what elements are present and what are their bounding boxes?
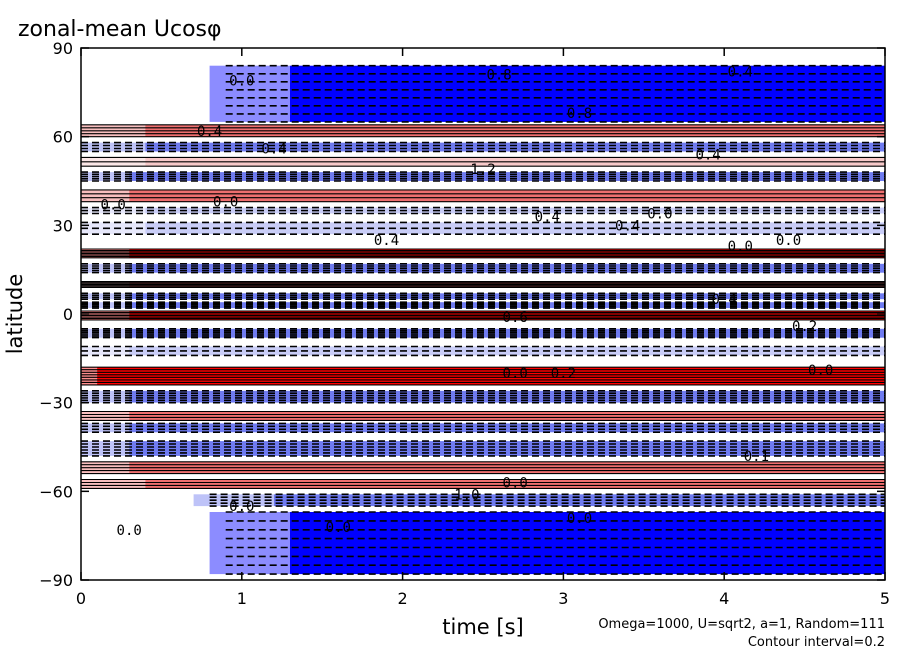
field-band [129, 423, 885, 433]
contour-value-label: 1.2 [470, 162, 495, 178]
contour-value-label: 0.4 [197, 124, 222, 140]
field-band [129, 302, 885, 309]
contour-value-label: 0.8 [486, 68, 511, 84]
contour-label-layer: 0.0 0.8 0.4 0.8 0.4 0.4 1.2 0.4 0.0 0.0 0.4 0.4 0.0 0… [101, 65, 834, 539]
x-tick-label: 2 [398, 589, 408, 608]
contour-value-label: 0.4 [712, 292, 737, 308]
y-tick-label: 60 [53, 128, 73, 147]
contour-value-label: 0.0 [229, 499, 254, 515]
field-band-onset [81, 367, 98, 385]
contour-value-label: 0.0 [213, 195, 238, 211]
field-band [129, 172, 885, 181]
field-band [145, 142, 885, 152]
contour-value-label: 0.1 [744, 449, 769, 465]
field-band [129, 189, 885, 202]
field-band [290, 512, 885, 575]
contour-interval-annotation: Contour interval=0.2 [748, 635, 885, 650]
x-tick-label: 4 [719, 589, 729, 608]
contour-value-label: 0.0 [808, 363, 833, 379]
field-band [129, 346, 885, 356]
field-band-onset [81, 423, 130, 433]
contour-value-label: 0.0 [117, 523, 142, 539]
field-band-onset [81, 411, 130, 421]
contour-value-label: 0.0 [503, 476, 528, 492]
y-tick-label: −60 [39, 482, 73, 501]
x-tick-label: 0 [76, 589, 86, 608]
params-annotation: Omega=1000, U=sqrt2, a=1, Random=111 [598, 617, 885, 632]
field-band [129, 263, 885, 273]
field-band-onset [81, 479, 146, 489]
y-tick-label: 90 [53, 39, 73, 58]
contour-value-label: 0.0 [503, 366, 528, 382]
field-band [129, 390, 885, 403]
field-band-onset [81, 207, 146, 214]
x-tick-label: 3 [558, 589, 568, 608]
contour-value-label: 0.6 [503, 310, 528, 326]
x-tick-label: 1 [237, 589, 247, 608]
field-band-onset [81, 293, 130, 300]
x-axis-title: time [s] [442, 615, 523, 639]
contour-value-label: 0.0 [647, 207, 672, 223]
contour-layer [81, 64, 885, 575]
contour-value-label: 0.8 [567, 106, 592, 122]
contour-value-label: 0.0 [326, 520, 351, 536]
field-band-onset [81, 328, 130, 338]
contour-value-label: 0.4 [261, 142, 286, 158]
y-axis-title: latitude [3, 274, 27, 355]
y-tick-label: −30 [39, 394, 73, 413]
y-tick-label: 0 [63, 305, 73, 324]
field-band [129, 293, 885, 300]
y-tick-label: 30 [53, 216, 73, 235]
contour-value-label: 0.0 [776, 233, 801, 249]
field-band-onset [81, 189, 130, 202]
field-band [129, 411, 885, 421]
x-axis: 0 1 2 3 4 5 [76, 48, 890, 608]
y-axis: 90 60 30 0 −30 −60 −90 [39, 39, 885, 590]
field-band-onset [209, 65, 290, 122]
field-band-onset [81, 390, 130, 403]
chart-title: zonal-mean Ucosφ [18, 17, 222, 42]
y-tick-label: −90 [39, 571, 73, 590]
contour-value-label: 0.4 [374, 233, 399, 249]
contour-value-label: 0.0 [229, 74, 254, 90]
field-band-onset [209, 512, 290, 575]
field-band-onset [81, 222, 146, 235]
field-band [145, 479, 885, 489]
field-band [129, 441, 885, 456]
field-band [290, 65, 885, 122]
contour-value-label: 0.4 [728, 65, 753, 81]
contour-value-label: 0.0 [567, 511, 592, 527]
x-tick-label: 5 [880, 589, 890, 608]
field-band [129, 328, 885, 338]
contour-value-label: 0.2 [551, 366, 576, 382]
contour-value-label: 0.4 [615, 218, 640, 234]
field-band-onset [81, 142, 146, 152]
contour-value-label: 0.4 [695, 147, 720, 163]
contour-value-label: 1.0 [454, 487, 479, 503]
field-band [97, 367, 885, 385]
contour-value-label: 0.0 [101, 198, 126, 214]
contour-value-label: 0.2 [792, 319, 817, 335]
contour-value-label: 0.4 [535, 210, 560, 226]
contour-value-label: 0.0 [728, 239, 753, 255]
